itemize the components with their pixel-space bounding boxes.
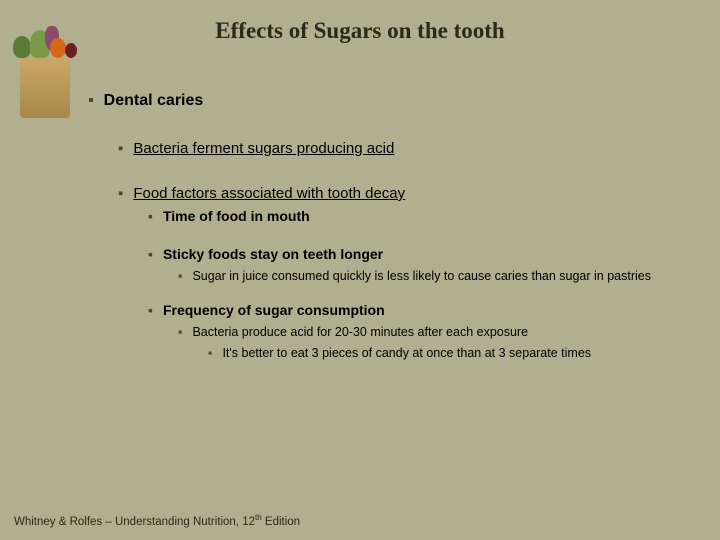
bullet-text: Bacteria produce acid for 20-30 minutes … [192,324,528,340]
bullet-lvl4: Bacteria produce acid for 20-30 minutes … [178,324,690,340]
grocery-bag-image [5,8,85,118]
bullet-lvl2: Food factors associated with tooth decay [118,185,690,202]
bullet-text: It's better to eat 3 pieces of candy at … [222,345,591,361]
bullet-text: Food factors associated with tooth decay [133,185,405,202]
vegetable-icon [50,38,66,58]
bullet-lvl3: Time of food in mouth [148,208,690,224]
paper-bag-icon [20,58,70,118]
bullet-lvl2: Bacteria ferment sugars producing acid [118,140,690,157]
footer-text: Whitney & Rolfes – Understanding Nutriti… [14,516,255,528]
footer-text: Edition [262,516,300,528]
bullet-text: Dental caries [104,92,204,109]
bullet-lvl3: Frequency of sugar consumption [148,302,690,318]
bullet-lvl5: It's better to eat 3 pieces of candy at … [208,345,690,361]
footer-superscript: th [255,513,262,522]
bullet-text: Bacteria ferment sugars producing acid [133,140,394,157]
slide-title: Effects of Sugars on the tooth [0,0,720,44]
bullet-lvl4: Sugar in juice consumed quickly is less … [178,268,690,284]
bullet-text: Frequency of sugar consumption [163,302,385,318]
bullet-text: Sticky foods stay on teeth longer [163,246,383,262]
bullet-lvl3: Sticky foods stay on teeth longer [148,246,690,262]
bullet-text: Sugar in juice consumed quickly is less … [192,268,651,284]
vegetable-icon [65,43,77,58]
bullet-lvl1: Dental caries [88,92,690,110]
slide-content: Dental caries Bacteria ferment sugars pr… [88,92,690,361]
vegetable-icon [13,36,31,58]
bullet-text: Time of food in mouth [163,208,310,224]
slide-footer: Whitney & Rolfes – Understanding Nutriti… [14,513,300,528]
